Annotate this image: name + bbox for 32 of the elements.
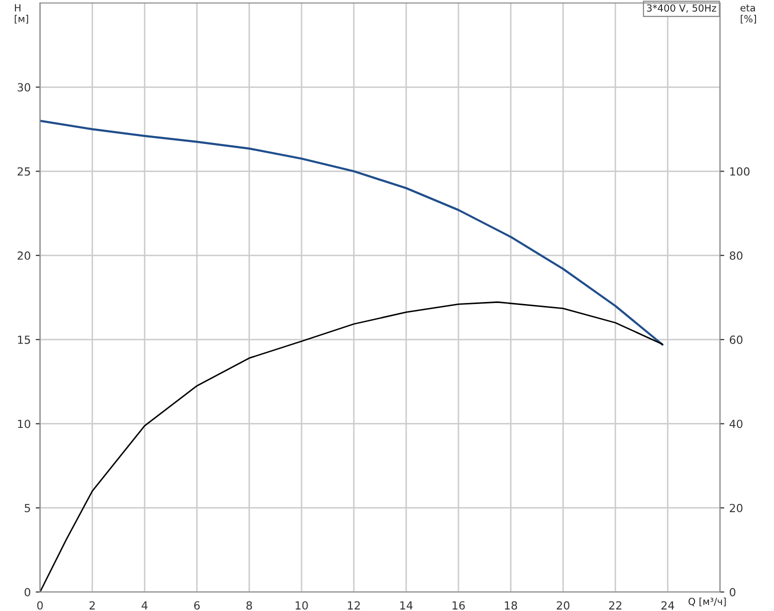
y-tick-label: 30 [18, 83, 30, 92]
y-tick-label: 10 [18, 420, 30, 428]
x-tick-label: 8 [246, 601, 252, 610]
x-tick-label: 2 [90, 601, 95, 610]
x-tick-label: 20 [556, 601, 570, 610]
y-tick-label: 0 [24, 588, 30, 596]
y2-tick-label: 40 [730, 420, 742, 428]
x-tick-label: 24 [661, 601, 674, 610]
line-series [40, 120, 664, 346]
x-tick-label: 18 [504, 601, 518, 610]
y2-tick-label: 100 [730, 167, 750, 176]
x-tick-label: 22 [609, 601, 622, 610]
y-tick-label: 5 [24, 504, 30, 512]
line-series [40, 301, 664, 592]
y2-tick-label: 60 [730, 336, 742, 344]
y-tick-label: 25 [18, 167, 30, 176]
y-axis-title: H [м] [14, 4, 28, 24]
y2-tick-label: 80 [730, 251, 742, 260]
x-tick-label: 6 [194, 601, 200, 610]
y2-axis-title: eta [%] [740, 4, 756, 24]
x-tick-label: 14 [400, 601, 413, 610]
annotation: 3*400 V, 50Hz [647, 4, 716, 13]
x-tick-label: 10 [296, 601, 308, 610]
x-tick-label: 16 [452, 601, 465, 610]
y-tick-label: 15 [18, 336, 30, 344]
x-axis-title: Q [м³/ч] [688, 598, 726, 606]
x-tick-label: 0 [37, 601, 43, 610]
y2-tick-label: 20 [730, 504, 742, 512]
x-tick-label: 12 [348, 601, 360, 610]
x-tick-label: 4 [142, 601, 148, 610]
y-tick-label: 20 [18, 251, 30, 260]
y2-tick-label: 0 [730, 588, 736, 596]
